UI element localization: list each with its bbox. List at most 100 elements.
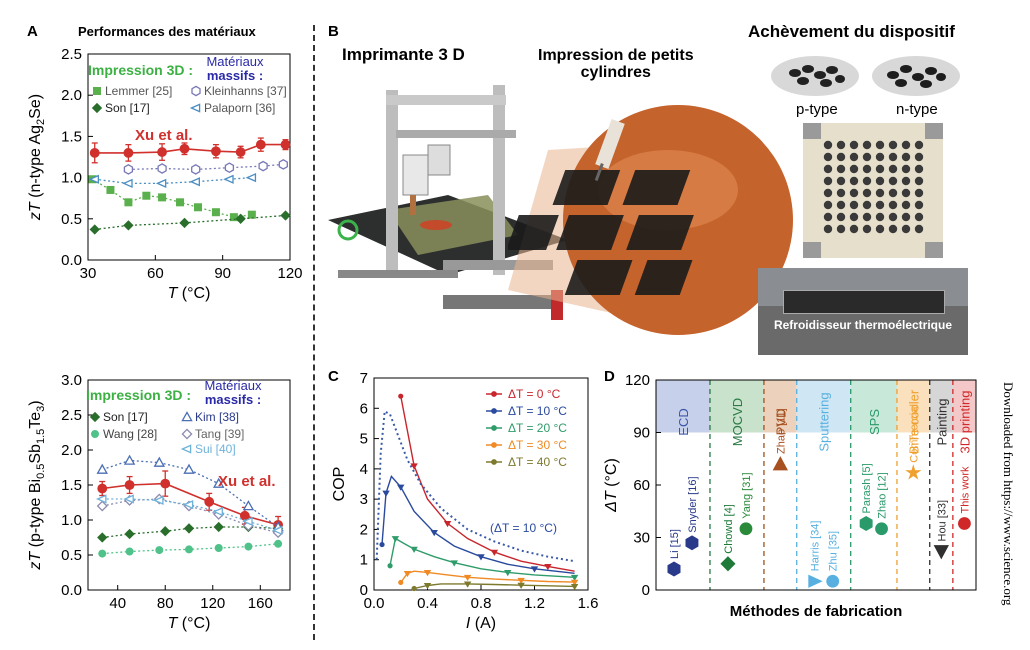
category-band [796,380,851,433]
panel-b: B Imprimante 3 D Impression de petits cy… [318,0,1030,360]
data-point [98,549,107,558]
legend-label: Kim [38] [195,410,239,424]
xu-annotation: Xu et al. [135,127,193,144]
cop-curve-0 [400,396,575,572]
data-point [123,220,134,231]
data-point [88,174,99,184]
x-axis-var: T [168,285,179,302]
device-leg [849,200,859,210]
series-line-1 [92,178,252,218]
download-watermark: Downloaded from https://www.science.org [1001,382,1016,606]
cop-point [398,579,404,586]
device-leg [914,200,924,210]
data-point [183,463,195,474]
device-leg [849,224,859,234]
y-tick-label: 0.5 [61,547,82,564]
printing-cylinders-image [508,105,793,335]
ntype-label: n-type [896,101,938,118]
data-point [183,523,195,534]
legend-marker [89,411,101,423]
cop-curve-4 [413,583,575,590]
method-point [826,574,840,588]
device-leg [862,200,872,210]
y-tick-label: 1.0 [61,170,82,187]
cop-point [443,520,452,528]
device-leg [823,176,833,186]
device-leg [914,164,924,174]
category-label: PVD [773,409,788,436]
device-leg [875,188,885,198]
y-tick-label: 2 [360,521,368,538]
data-point [242,516,253,526]
device-leg [823,212,833,222]
category-band [952,380,976,433]
data-point [224,162,235,174]
data-point [96,463,108,474]
model-annotation: (ΔT = 10 °C) [490,521,557,535]
y-axis-ylabel-sub3: 3 [35,406,47,412]
panel-divider [313,25,315,640]
method-point-label: Chowd [4] [723,504,735,554]
method-point-label: Zhao [11] [775,408,787,454]
device-leg [901,176,911,186]
device-leg [914,212,924,222]
device-leg [849,212,859,222]
category-band [709,380,764,433]
x-tick-label: 90 [214,265,231,282]
cop-point [544,563,552,571]
y-tick-label: 2.0 [61,87,82,104]
cop-point [382,490,390,497]
cop-point [410,546,418,553]
y-tick-label: 2.5 [61,46,82,63]
data-point [89,147,100,158]
series-line-4 [94,176,252,185]
legend-marker [491,408,497,414]
data-point [193,203,202,212]
panel-c-letter: C [328,368,339,385]
device-leg [888,188,898,198]
device-leg [862,224,872,234]
legend-marker [180,444,192,454]
x-tick-label: 120 [277,265,302,282]
device-leg [862,176,872,186]
y-axis-ylabel-paren: (p-type Bi [27,479,44,552]
cooler-label: Refroidisseur thermoélectrique [773,318,953,332]
legend-marker [491,459,497,465]
data-point [124,480,135,490]
method-point [958,517,971,530]
y-tick-label: 0 [642,582,650,599]
cop-point [403,570,412,578]
category-label: ECD [676,408,691,435]
method-point-label: Commercial [908,404,920,463]
y-tick-label: 0 [360,582,368,599]
device-leg [875,212,885,222]
data-point [213,521,224,533]
ptype-label: p-type [796,101,838,118]
device-leg [849,164,859,174]
method-point-label: Zhao [12] [877,472,889,518]
device-leg [849,152,859,162]
panel-d: D ECD MOCVD PVD Sputtering SPS BiTe cooler Pai… [598,360,1030,649]
legend-marker [91,102,103,114]
device-leg [823,140,833,150]
data-point [211,146,221,157]
data-point [179,217,190,229]
method-point-label: Snyder [16] [687,476,699,532]
legend-marker [189,103,201,113]
y-axis-ylabel-sub2: 1.5 [35,429,47,444]
y-tick-label: 0.5 [61,211,82,228]
data-point [96,494,107,504]
device-leg [862,152,872,162]
legend-label: Tang [39] [195,427,244,441]
device-leg [862,140,872,150]
method-point [808,574,823,588]
device-leg [914,188,924,198]
x-tick-label: 0.8 [471,595,492,612]
x-tick-label: 30 [80,265,97,282]
y-tick-label: 60 [633,477,650,494]
y-axis-ylabel-mid2: Te [27,412,44,429]
category-band [929,380,953,433]
method-point-label: Yang [31] [741,472,753,518]
data-point [211,208,220,217]
device-leg [914,140,924,150]
